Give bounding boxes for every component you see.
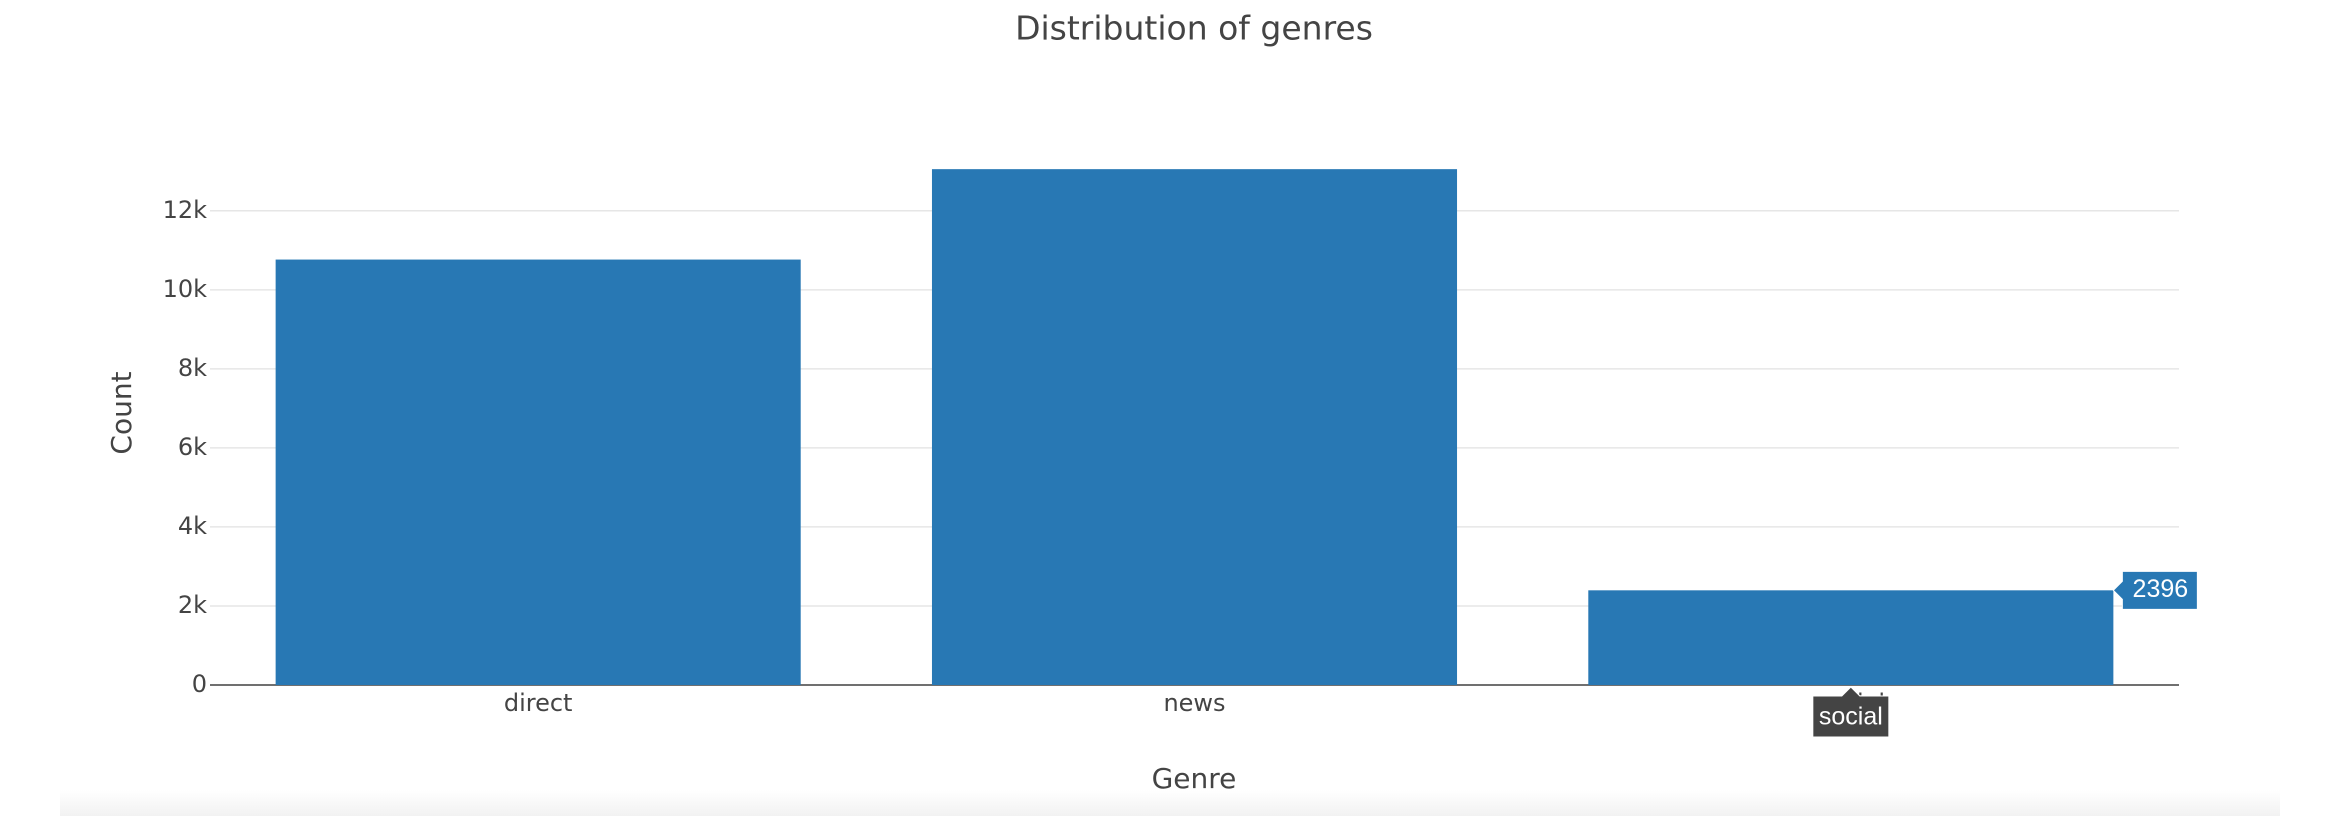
x-tick-label: direct [504,689,573,717]
hover-value: 2396 [2133,575,2189,603]
bars [275,169,2114,686]
chart-title: Distribution of genres [1015,9,1373,48]
bar [931,169,1458,686]
x-tick-label: news [1163,689,1225,717]
hover-value-box [2112,570,2198,610]
y-tick-label: 6k [178,433,207,461]
y-tick-label: 0 [192,670,207,698]
hover-category: social [1819,703,1883,731]
bar [1588,590,2114,685]
bar [275,259,801,685]
hover-category-box [1812,686,1890,738]
y-tick-label: 10k [163,275,208,303]
y-tick-label: 2k [178,591,207,619]
y-axis-title: Count [105,371,138,454]
y-tick-label: 12k [163,196,208,224]
page-shadow [60,790,2280,816]
y-tick-label: 8k [178,354,207,382]
x-axis-title: Genre [1152,762,1237,795]
hover-labels: 2396 social [1812,570,2198,738]
y-tick-label: 4k [178,512,207,540]
